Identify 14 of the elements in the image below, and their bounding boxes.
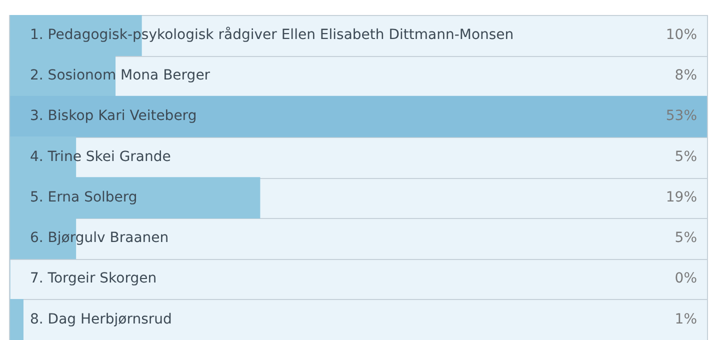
data-label: 8% bbox=[674, 68, 697, 84]
y-tick-label: 2. Sosionom Mona Berger bbox=[30, 68, 210, 84]
data-label: 5% bbox=[674, 230, 697, 246]
data-label: 1% bbox=[674, 311, 697, 328]
y-tick-label: 3. Biskop Kari Veiteberg bbox=[30, 108, 197, 124]
data-label: 53% bbox=[666, 108, 697, 124]
data-label: 10% bbox=[666, 26, 697, 43]
data-label: 19% bbox=[666, 189, 697, 206]
y-tick-label: 7. Torgeir Skorgen bbox=[30, 270, 157, 287]
y-tick-label: 8. Dag Herbjørnsrud bbox=[30, 311, 172, 328]
y-tick-label: 6. Bjørgulv Braanen bbox=[30, 230, 169, 246]
data-label: 5% bbox=[674, 148, 697, 165]
y-tick-label: 5. Erna Solberg bbox=[30, 189, 138, 206]
data-label: 0% bbox=[674, 270, 697, 287]
